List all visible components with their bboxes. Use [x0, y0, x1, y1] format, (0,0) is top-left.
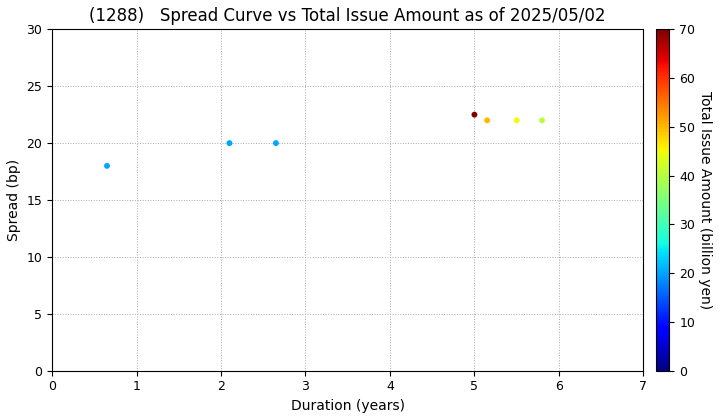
Point	[511, 117, 523, 124]
Point	[270, 140, 282, 147]
Title: (1288)   Spread Curve vs Total Issue Amount as of 2025/05/02: (1288) Spread Curve vs Total Issue Amoun…	[89, 7, 606, 25]
Point	[536, 117, 548, 124]
Y-axis label: Spread (bp): Spread (bp)	[7, 159, 21, 241]
Point	[102, 163, 113, 169]
X-axis label: Duration (years): Duration (years)	[291, 399, 405, 413]
Point	[224, 140, 235, 147]
Point	[482, 117, 493, 124]
Y-axis label: Total Issue Amount (billion yen): Total Issue Amount (billion yen)	[698, 91, 712, 309]
Point	[469, 111, 480, 118]
